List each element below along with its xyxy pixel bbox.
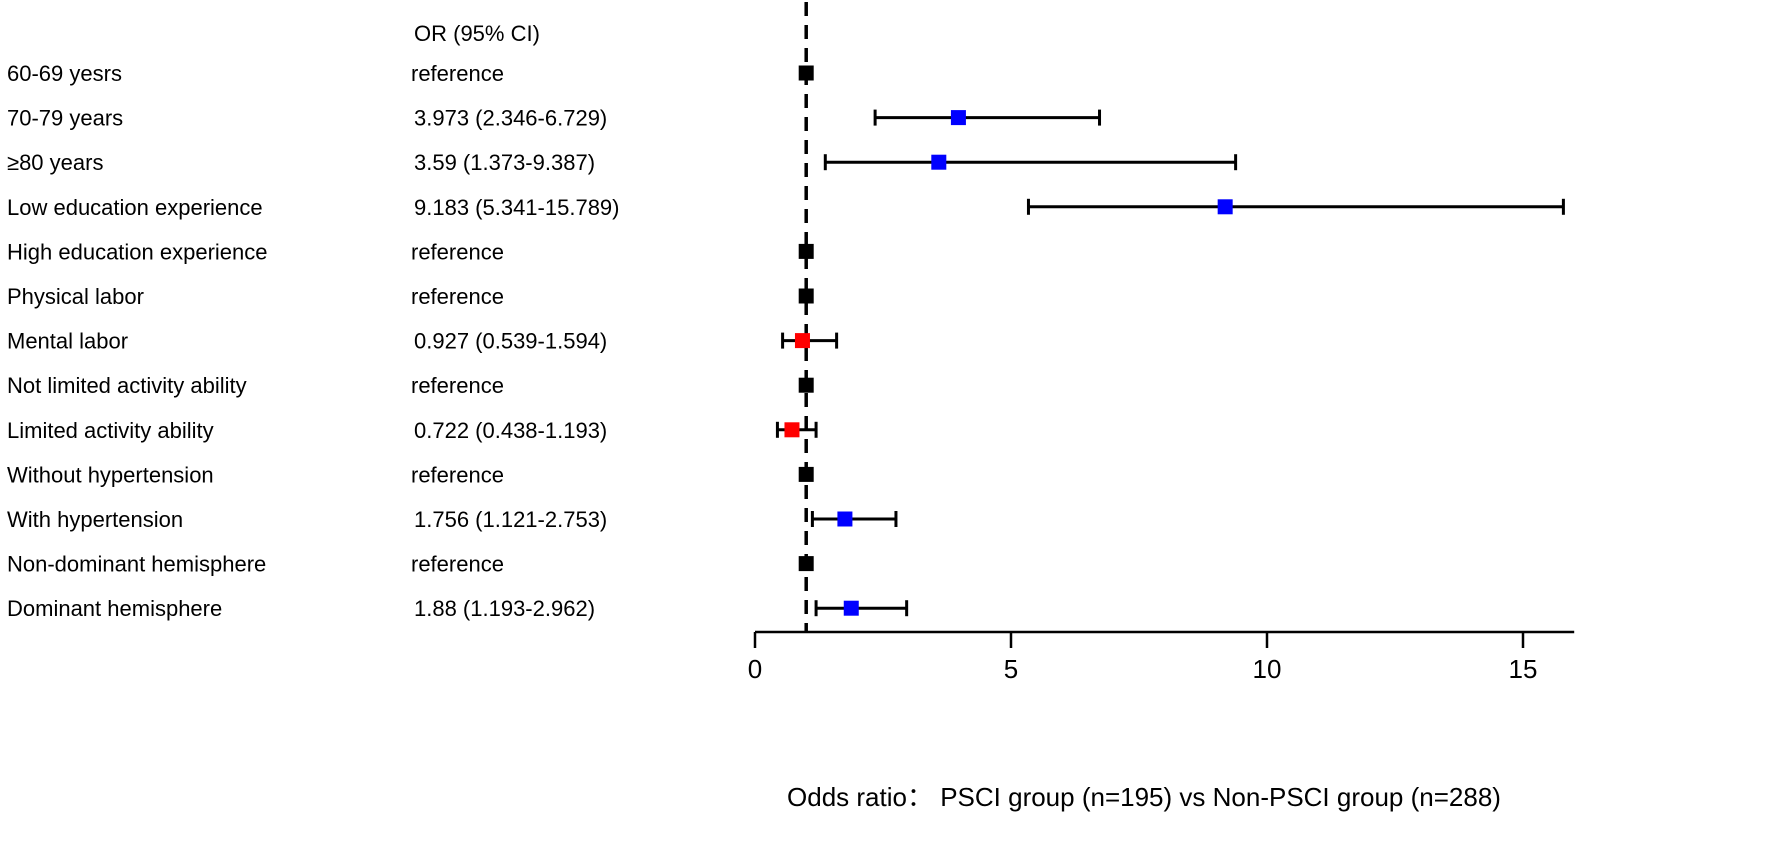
or-value: 1.756 (1.121-2.753): [414, 507, 607, 532]
row-label: Dominant hemisphere: [7, 596, 222, 621]
or-values: reference 3.973 (2.346-6.729) 3.59 (1.373-…: [411, 61, 620, 621]
or-column-header: OR (95% CI): [414, 21, 540, 46]
point-estimate: [1217, 199, 1233, 215]
or-value: 3.973 (2.346-6.729): [414, 106, 607, 131]
or-value: reference: [411, 552, 504, 577]
plot-marks: [775, 65, 1565, 617]
or-value: 3.59 (1.373-9.387): [414, 150, 595, 175]
x-tick-label: 10: [1253, 654, 1282, 684]
row-label: Without hypertension: [7, 462, 214, 487]
or-value: 1.88 (1.193-2.962): [414, 596, 595, 621]
point-estimate: [798, 288, 814, 304]
row-label: Physical labor: [7, 284, 144, 309]
row-label: Non-dominant hemisphere: [7, 552, 266, 577]
x-tick-label: 5: [1004, 654, 1018, 684]
x-tick-label: 0: [748, 654, 762, 684]
row-label: 70-79 years: [7, 106, 123, 131]
or-value: reference: [411, 462, 504, 487]
or-value: reference: [411, 284, 504, 309]
point-estimate: [794, 333, 810, 349]
or-value: 0.927 (0.539-1.594): [414, 329, 607, 354]
or-value: 0.722 (0.438-1.193): [414, 418, 607, 443]
point-estimate: [798, 377, 814, 393]
x-tick-label: 15: [1509, 654, 1538, 684]
or-value: reference: [411, 239, 504, 264]
or-value: reference: [411, 61, 504, 86]
row-label: Low education experience: [7, 195, 263, 220]
point-estimate: [784, 422, 800, 438]
row-label: With hypertension: [7, 507, 183, 532]
point-estimate: [798, 65, 814, 81]
row-label: 60-69 yesrs: [7, 61, 122, 86]
row-label: Mental labor: [7, 329, 128, 354]
point-estimate: [931, 154, 947, 170]
or-value: reference: [411, 373, 504, 398]
row-labels: 60-69 yesrs 70-79 years ≥80 years Low educa…: [7, 61, 268, 621]
row-label: High education experience: [7, 239, 268, 264]
point-estimate: [798, 466, 814, 482]
point-estimate: [843, 600, 859, 616]
row-label: Not limited activity ability: [7, 373, 247, 398]
row-label: ≥80 years: [7, 150, 103, 175]
point-estimate: [837, 511, 853, 527]
point-estimate: [798, 243, 814, 259]
x-axis: 0 5 10 15: [748, 630, 1575, 684]
or-value: 9.183 (5.341-15.789): [414, 195, 620, 220]
x-axis-title: Odds ratio： PSCI group (n=195) vs Non-PS…: [787, 782, 1501, 812]
point-estimate: [798, 556, 814, 572]
row-label: Limited activity ability: [7, 418, 214, 443]
point-estimate: [950, 110, 966, 126]
